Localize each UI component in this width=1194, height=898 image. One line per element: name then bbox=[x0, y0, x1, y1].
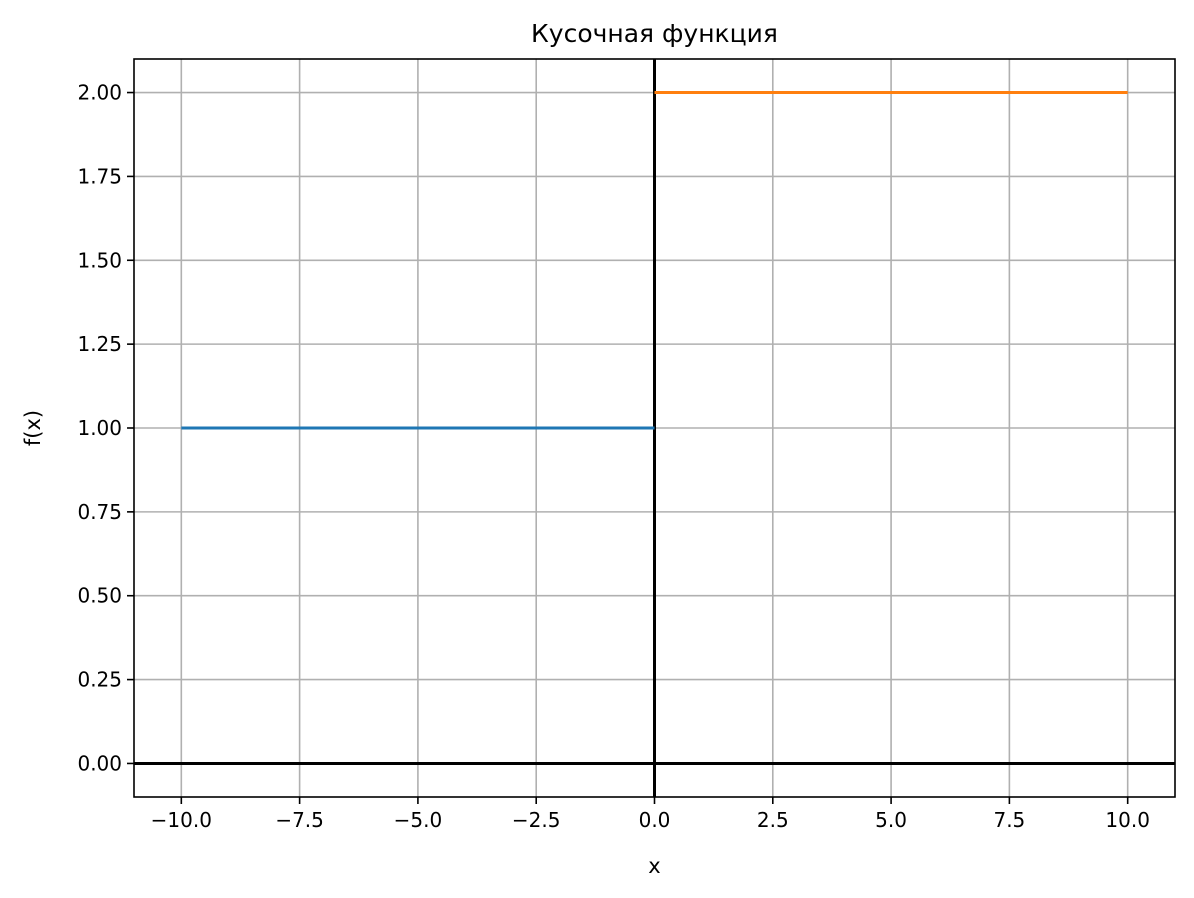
y-tick-label: 0.75 bbox=[77, 500, 122, 524]
x-tick-label: −10.0 bbox=[151, 808, 212, 832]
y-tick-label: 1.50 bbox=[77, 248, 122, 272]
chart-title: Кусочная функция bbox=[531, 19, 778, 48]
x-tick-label: 7.5 bbox=[993, 808, 1025, 832]
y-tick-label: 2.00 bbox=[77, 81, 122, 105]
x-tick-label: −7.5 bbox=[275, 808, 324, 832]
x-tick-label: 10.0 bbox=[1105, 808, 1150, 832]
x-axis: −10.0 −7.5 −5.0 −2.5 0.0 2.5 5.0 7.5 10.0 bbox=[151, 797, 1150, 832]
series-group bbox=[181, 91, 1128, 430]
y-tick-label: 1.00 bbox=[77, 416, 122, 440]
x-axis-label: x bbox=[648, 854, 660, 878]
y-tick-label: 1.75 bbox=[77, 164, 122, 188]
y-tick-label: 0.50 bbox=[77, 584, 122, 608]
x-tick-label: 5.0 bbox=[875, 808, 907, 832]
x-tick-label: −5.0 bbox=[394, 808, 443, 832]
x-tick-label: −2.5 bbox=[512, 808, 561, 832]
y-axis-label: f(x) bbox=[21, 410, 45, 446]
y-tick-label: 1.25 bbox=[77, 332, 122, 356]
y-tick-label: 0.25 bbox=[77, 668, 122, 692]
x-tick-label: 2.5 bbox=[757, 808, 789, 832]
x-tick-label: 0.0 bbox=[639, 808, 671, 832]
y-tick-label: 0.00 bbox=[77, 751, 122, 775]
y-axis: 0.00 0.25 0.50 0.75 1.00 1.25 1.50 1.75 2.00 bbox=[77, 81, 134, 775]
